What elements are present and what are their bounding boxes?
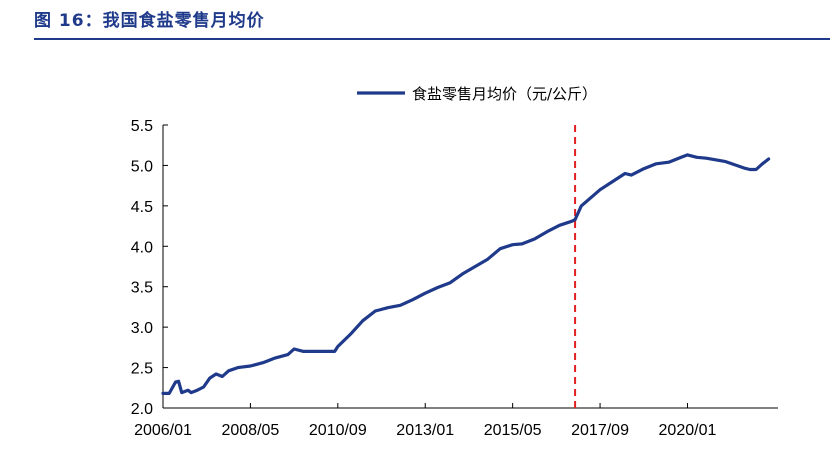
x-tick-label: 2013/01 <box>396 422 454 439</box>
y-tick-label: 4.0 <box>131 239 153 256</box>
x-tick-label: 2006/01 <box>134 422 192 439</box>
y-tick-label: 3.0 <box>131 320 153 337</box>
chart-axes: 2.0 2.5 3.0 3.5 4.0 4.5 5.0 5.5 2006/01 2008/05 20… <box>131 118 778 439</box>
x-tick-label: 2010/09 <box>309 422 367 439</box>
y-tick-label: 5.5 <box>131 118 153 135</box>
x-tick-label: 2015/05 <box>484 422 542 439</box>
y-tick-label: 2.5 <box>131 361 153 378</box>
x-tick-label: 2020/01 <box>659 422 717 439</box>
plot-area <box>161 125 771 408</box>
y-tick-label: 2.0 <box>131 401 153 418</box>
title-rule <box>34 38 830 40</box>
y-tick-label: 5.0 <box>131 158 153 175</box>
chart-legend: 食盐零售月均价（元/公斤） <box>357 85 597 103</box>
legend-label: 食盐零售月均价（元/公斤） <box>412 85 597 103</box>
y-tick-label: 3.5 <box>131 280 153 297</box>
x-tick-label: 2017/09 <box>571 422 629 439</box>
series-line <box>161 153 771 395</box>
x-tick-label: 2008/05 <box>221 422 279 439</box>
y-tick-label: 4.5 <box>131 199 153 216</box>
figure-title: 图 16：我国食盐零售月均价 <box>34 11 265 31</box>
